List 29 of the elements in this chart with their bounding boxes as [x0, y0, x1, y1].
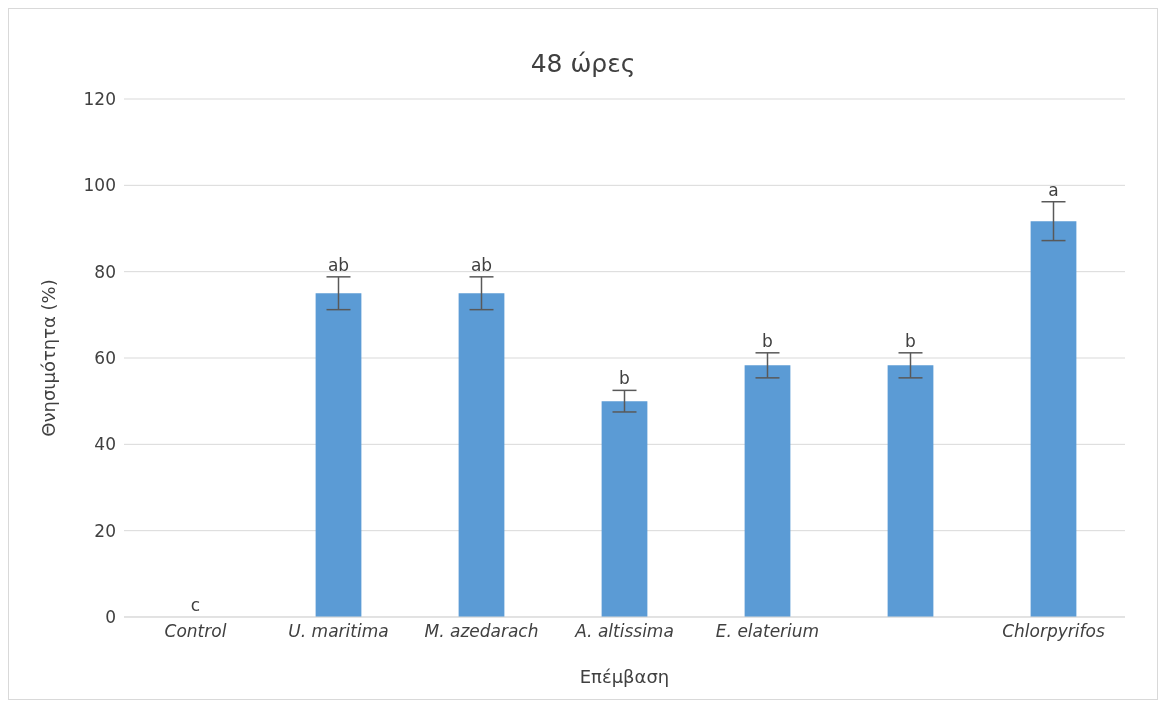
data-label: ab — [327, 254, 350, 275]
y-tick-label: 120 — [83, 89, 116, 110]
y-tick-label: 100 — [83, 175, 116, 196]
data-label: b — [619, 368, 630, 389]
x-tick-label: Control — [164, 621, 227, 642]
data-label: ab — [470, 254, 493, 275]
bar — [887, 365, 934, 617]
data-label: c — [190, 595, 201, 615]
x-tick-label: A. altissima — [574, 621, 674, 642]
bar — [601, 401, 648, 617]
y-tick-label: 20 — [94, 520, 116, 541]
data-label: b — [905, 330, 916, 351]
data-label: a — [1048, 179, 1059, 200]
y-tick-label: 80 — [94, 261, 116, 282]
data-label: b — [762, 330, 773, 351]
y-tick-label: 0 — [105, 607, 116, 628]
y-axis-title: Θνησιμότητα (%) — [38, 279, 60, 437]
bar — [458, 293, 505, 617]
x-tick-label: Chlorpyrifos — [1002, 621, 1105, 642]
bar — [744, 365, 791, 617]
x-tick-label: U. maritima — [288, 621, 389, 642]
y-tick-label: 40 — [94, 434, 116, 455]
bar — [1030, 221, 1077, 617]
bar — [315, 293, 362, 617]
chart-title: 48 ώρες — [529, 49, 637, 78]
x-tick-label: E. elaterium — [715, 621, 820, 642]
y-tick-label: 60 — [94, 348, 116, 369]
x-tick-label: M. azedarach — [424, 621, 539, 642]
x-axis-title: Επέμβαση — [579, 666, 670, 687]
